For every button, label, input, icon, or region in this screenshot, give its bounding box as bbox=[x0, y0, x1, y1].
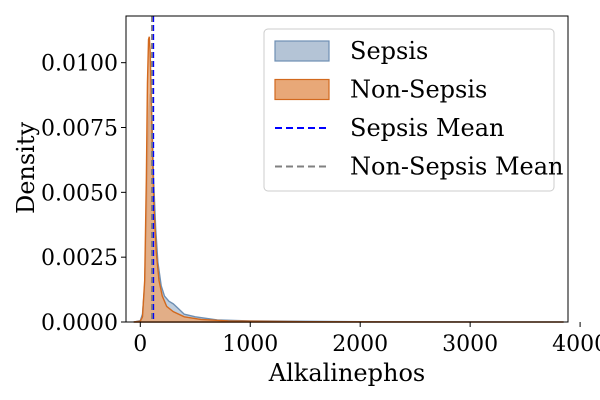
y-tick-label: 0.0000 bbox=[41, 311, 118, 336]
plot-area bbox=[133, 16, 564, 323]
legend-label-3: Non-Sepsis Mean bbox=[350, 153, 564, 181]
legend-label-1: Non-Sepsis bbox=[350, 76, 487, 104]
y-tick-label: 0.0025 bbox=[41, 246, 118, 271]
x-tick-label: 0 bbox=[133, 332, 147, 357]
x-tick-label: 2000 bbox=[332, 332, 388, 357]
x-axis-label: Alkalinephos bbox=[268, 359, 425, 387]
y-tick-label: 0.0100 bbox=[41, 52, 118, 77]
legend-swatch-0 bbox=[274, 40, 330, 62]
density-area-1 bbox=[133, 36, 564, 323]
legend-box bbox=[263, 28, 555, 192]
legend-label-0: Sepsis bbox=[350, 37, 428, 65]
legend-label-2: Sepsis Mean bbox=[350, 114, 505, 142]
axes-frame bbox=[125, 15, 569, 323]
y-tick-label: 0.0050 bbox=[41, 181, 118, 206]
y-axis-label: Density bbox=[12, 122, 40, 215]
legend-swatch-1 bbox=[274, 78, 330, 101]
x-tick-label: 1000 bbox=[222, 332, 278, 357]
x-tick-label: 3000 bbox=[442, 332, 498, 357]
legend: Sepsis Non-Sepsis Sepsis Mean Non-Sepsis Me… bbox=[263, 28, 564, 192]
y-tick-label: 0.0075 bbox=[41, 117, 118, 142]
